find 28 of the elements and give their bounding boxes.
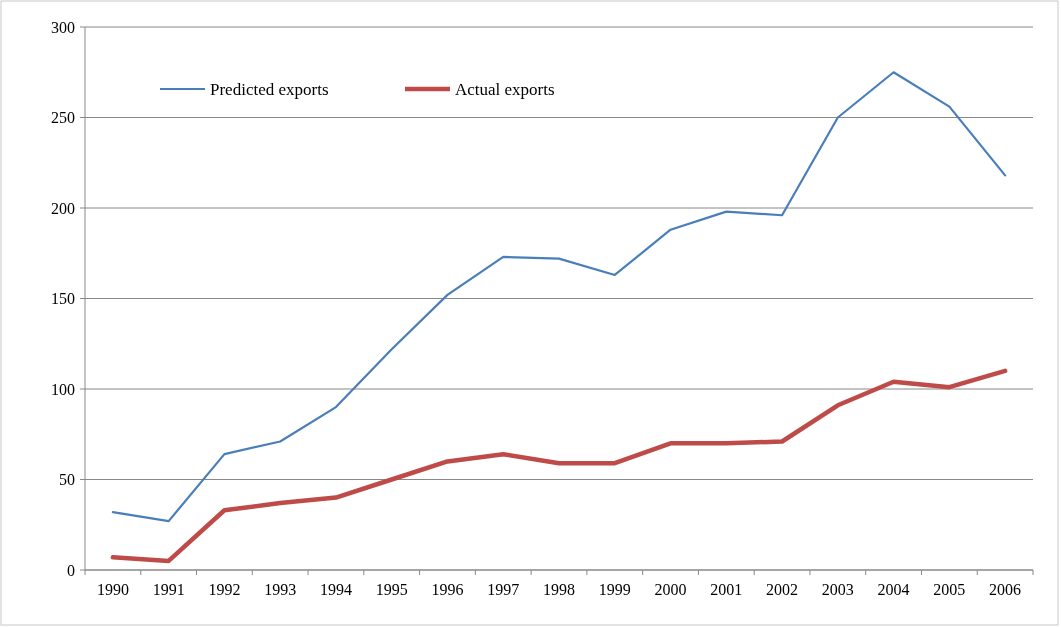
x-tick-label: 1994 [319,581,352,598]
x-tick-label: 2005 [933,581,966,598]
x-tick-label: 2006 [989,581,1022,598]
y-tick-label: 200 [51,199,75,217]
y-tick-label: 250 [51,109,75,127]
x-tick-label: 2000 [654,581,687,598]
x-tick-label: 1995 [375,581,408,598]
x-tick-label: 1997 [487,581,520,598]
x-tick-label: 2004 [877,581,910,598]
x-tick-label: 1993 [264,581,297,598]
x-tick-label: 2001 [710,581,743,598]
x-tick-label: 1990 [96,581,129,598]
y-tick-label: 150 [51,290,75,308]
x-tick-label: 1992 [208,581,241,598]
y-tick-label: 0 [67,561,75,579]
legend-label: Actual exports [455,79,555,99]
line-series [111,71,1007,523]
x-tick-label: 1999 [598,581,631,598]
x-tick-label: 2002 [766,581,799,598]
x-tick-label: 1991 [152,581,185,598]
y-tick-label: 100 [51,380,75,398]
y-tick-label: 300 [51,18,75,36]
x-tick-label: 1996 [431,581,464,598]
y-tick-label: 50 [59,471,75,489]
line-series [110,368,1008,564]
x-tick-label: 1998 [543,581,575,598]
legend-label: Predicted exports [210,79,329,99]
x-tick-label: 2003 [821,581,854,598]
